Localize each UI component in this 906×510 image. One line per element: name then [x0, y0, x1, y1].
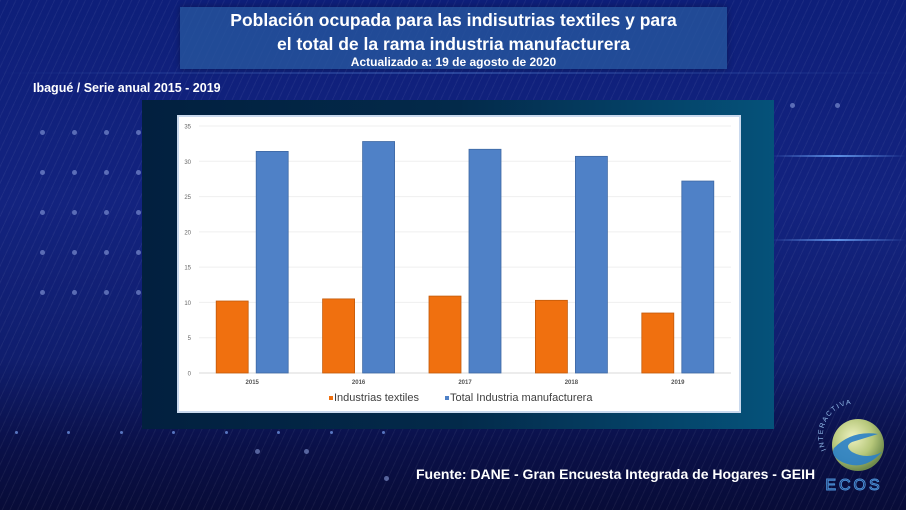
series-subtitle: Ibagué / Serie anual 2015 - 2019 — [33, 81, 221, 95]
decor-dot — [172, 431, 175, 434]
decor-dot — [255, 449, 260, 454]
decor-dot — [304, 449, 309, 454]
ecos-logo: INTERACTIVA ECOS — [818, 400, 884, 495]
bar-textiles-2018 — [534, 299, 568, 374]
decor-dot — [790, 103, 795, 108]
title-line-2: el total de la rama industria manufactur… — [276, 34, 631, 54]
y-tick-label: 30 — [184, 160, 191, 166]
decor-dot — [40, 170, 45, 175]
decor-glow-line — [770, 239, 906, 241]
decor-dot — [40, 210, 45, 215]
y-tick-label: 20 — [184, 230, 191, 236]
chart-container: 0 5 10 15 20 25 30 35 2015 2016 2017 2018 2019 Indust… — [177, 115, 741, 413]
title-line-1: Población ocupada para las indisutrias t… — [230, 10, 677, 30]
x-tick-label: 2019 — [671, 380, 685, 386]
decor-glow-line — [770, 155, 906, 157]
decor-dot — [104, 210, 109, 215]
y-tick-label: 0 — [188, 372, 192, 378]
decor-dot — [136, 170, 141, 175]
y-tick-label: 35 — [184, 125, 191, 131]
decor-glow-line — [0, 72, 906, 74]
decor-dot — [72, 290, 77, 295]
decor-dot — [40, 130, 45, 135]
decor-dot — [104, 170, 109, 175]
decor-dot — [384, 476, 389, 481]
decor-dot — [136, 210, 141, 215]
decor-dot — [136, 290, 141, 295]
bar-total-2017 — [468, 148, 502, 374]
y-tick-label: 10 — [184, 301, 191, 307]
bar-textiles-2017 — [428, 295, 462, 374]
decor-dot — [40, 250, 45, 255]
decor-dot — [72, 210, 77, 215]
bar-total-2015 — [255, 151, 289, 374]
bar-textiles-2015 — [215, 300, 249, 374]
decor-dot — [330, 431, 333, 434]
y-tick-label: 15 — [184, 266, 191, 272]
legend-label: Industrias textiles — [334, 392, 419, 404]
source-note: Fuente: DANE - Gran Encuesta Integrada d… — [416, 466, 816, 482]
x-tick-label: 2017 — [458, 380, 472, 386]
decor-dot — [104, 130, 109, 135]
bar-total-2016 — [362, 141, 396, 374]
decor-dot — [382, 431, 385, 434]
x-tick-label: 2018 — [565, 380, 579, 386]
decor-dot — [835, 103, 840, 108]
bar-chart: 0 5 10 15 20 25 30 35 2015 2016 2017 2018 2019 Indust… — [184, 125, 731, 404]
decor-dot — [72, 170, 77, 175]
decor-dot — [104, 250, 109, 255]
decor-dot — [15, 431, 18, 434]
decor-dot — [136, 130, 141, 135]
x-tick-label: 2016 — [352, 380, 366, 386]
y-tick-label: 5 — [188, 336, 192, 342]
decor-dot — [72, 130, 77, 135]
decor-dot — [136, 250, 141, 255]
swoosh-icon — [833, 433, 882, 466]
decor-dot — [40, 290, 45, 295]
decor-dot — [72, 250, 77, 255]
decor-dot — [225, 431, 228, 434]
bar-total-2018 — [574, 155, 608, 374]
legend-label: Total Industria manufacturera — [450, 392, 593, 404]
decor-dot — [67, 431, 70, 434]
updated-date: Actualizado a: 19 de agosto de 2020 — [350, 55, 557, 69]
decor-dot — [120, 431, 123, 434]
title-banner: Población ocupada para las indisutrias t… — [180, 7, 727, 69]
logo-bottom-text: ECOS — [825, 477, 882, 494]
bar-total-2019 — [681, 180, 715, 374]
legend-swatch — [329, 396, 333, 400]
bar-textiles-2019 — [641, 312, 675, 374]
x-tick-label: 2015 — [246, 380, 260, 386]
y-tick-label: 25 — [184, 195, 191, 201]
decor-dot — [104, 290, 109, 295]
decor-dot — [277, 431, 280, 434]
bar-textiles-2016 — [322, 298, 356, 374]
legend-swatch — [445, 396, 449, 400]
